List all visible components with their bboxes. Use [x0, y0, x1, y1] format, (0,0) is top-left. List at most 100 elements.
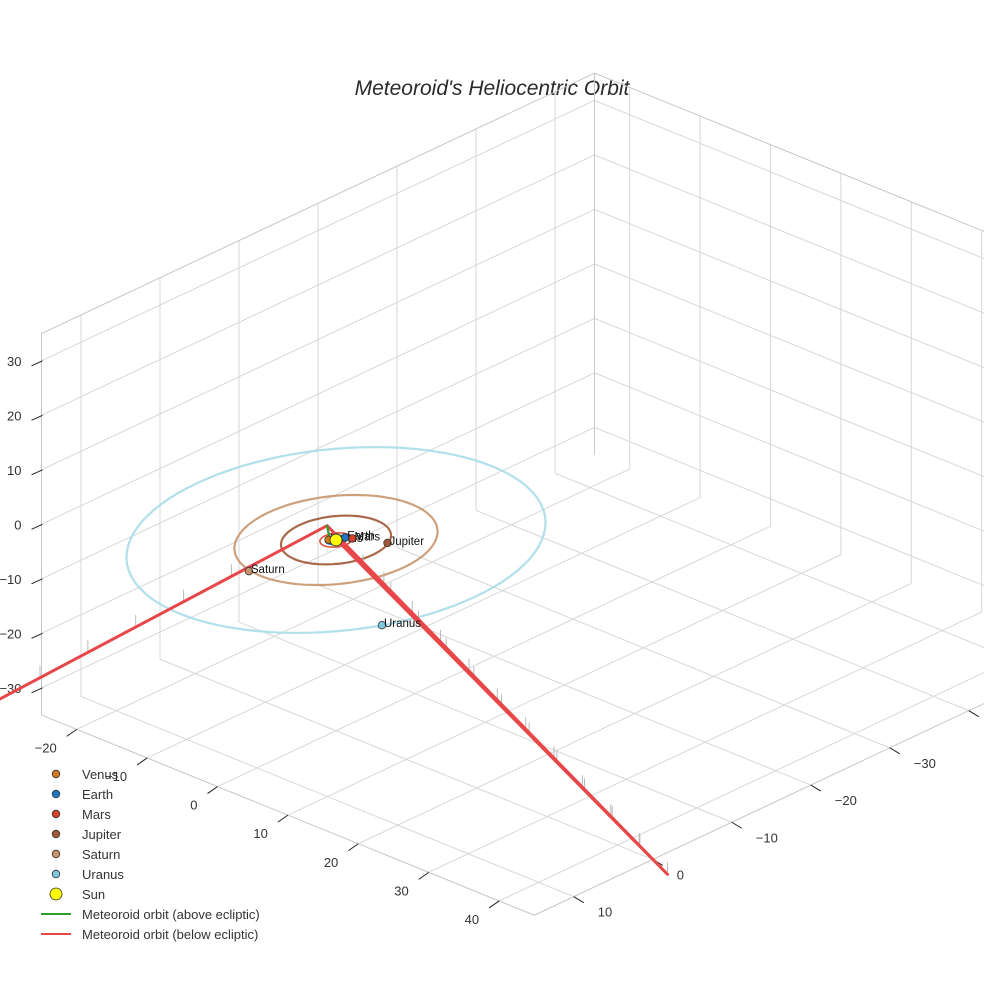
z-tick-label: 10: [7, 463, 21, 478]
planet-marker-uranus[interactable]: [377, 620, 387, 630]
planet-marker-saturn[interactable]: [244, 566, 254, 576]
z-tick-label: 30: [7, 354, 21, 369]
legend-item-meteoroid-orbit-below-ecliptic[interactable]: Meteoroid orbit (below ecliptic): [41, 927, 258, 942]
grid-line: [428, 611, 982, 873]
z-tick-mark: [31, 687, 43, 694]
grid-line: [76, 468, 630, 730]
legend-label: Uranus: [82, 867, 124, 882]
x-tick-mark: [418, 871, 429, 880]
x-tick-label: 30: [394, 883, 408, 898]
grid-line: [594, 208, 984, 369]
x-tick-mark: [488, 900, 500, 909]
grid-line: [594, 426, 984, 587]
legend-marker-swatch: [49, 887, 63, 901]
box-edge: [41, 72, 595, 335]
y-tick-mark: [573, 896, 585, 904]
z-tick-mark: [31, 469, 43, 476]
legend-item-meteoroid-orbit-above-ecliptic[interactable]: Meteoroid orbit (above ecliptic): [41, 907, 260, 922]
y-tick-label: −20: [835, 793, 857, 808]
legend-marker-swatch: [51, 809, 61, 819]
grid-line: [358, 582, 912, 845]
legend-item-mars[interactable]: Mars: [51, 807, 111, 822]
x-tick-label: −20: [35, 740, 57, 755]
x-tick-mark: [277, 814, 289, 823]
grid-line: [41, 154, 595, 416]
meteoroid-orbit-line: [0, 524, 669, 876]
y-tick-mark: [810, 784, 822, 792]
legend-label: Meteoroid orbit (above ecliptic): [82, 907, 260, 922]
legend-item-uranus[interactable]: Uranus: [51, 867, 124, 882]
legend-item-saturn[interactable]: Saturn: [51, 847, 120, 862]
box-edge: [534, 702, 984, 916]
grid-line: [41, 263, 595, 525]
legend-item-jupiter[interactable]: Jupiter: [51, 827, 122, 842]
z-tick-mark: [31, 632, 43, 639]
z-tick-mark: [31, 578, 43, 585]
x-tick-mark: [136, 757, 148, 766]
planet-label-uranus: Uranus: [384, 618, 421, 630]
y-tick-label: −10: [756, 830, 778, 845]
legend: Venus Earth Mars Jupiter Saturn Uranus Sun Mete…: [41, 767, 260, 942]
grid-line: [498, 672, 984, 902]
legend-label: Sun: [82, 887, 105, 902]
planet-orbit: [279, 514, 393, 566]
planet-label-jupiter: Jupiter: [390, 536, 425, 548]
axis-ticks-layer: 30 20 10 0 −10 −20 −30 −20 −10 0 10 20 30 40 10 0 −10 −20…: [0, 354, 980, 927]
y-tick-mark: [889, 747, 901, 755]
y-tick-label: 0: [677, 867, 684, 882]
z-tick-label: 0: [14, 517, 21, 532]
z-tick-label: 20: [7, 408, 21, 423]
grid-line: [594, 99, 984, 260]
legend-label: Venus: [82, 767, 119, 782]
legend-item-earth[interactable]: Earth: [51, 787, 113, 802]
planet-marker-jupiter[interactable]: [383, 538, 392, 548]
legend-label: Jupiter: [82, 827, 122, 842]
x-tick-mark: [207, 786, 218, 794]
grid-line: [41, 208, 595, 471]
y-tick-label: 10: [598, 905, 612, 920]
z-tick-label: −20: [0, 626, 22, 641]
legend-label: Earth: [82, 787, 113, 802]
legend-marker-swatch: [51, 849, 61, 859]
meteoroid-trajectory-layer: [0, 524, 669, 876]
x-tick-label: 0: [190, 798, 197, 813]
z-tick-mark: [31, 523, 43, 530]
z-tick-label: −10: [0, 572, 22, 587]
y-tick-mark: [731, 821, 743, 829]
grid-line: [594, 154, 984, 314]
grid-line: [594, 317, 984, 478]
legend-marker-swatch: [51, 769, 61, 779]
planet-label-mars: Mars: [355, 531, 381, 543]
z-tick-mark: [31, 414, 43, 421]
grid-layer: [41, 72, 984, 916]
x-tick-mark: [348, 843, 359, 852]
x-tick-label: 20: [324, 855, 338, 870]
grid-line: [594, 372, 984, 532]
legend-item-venus[interactable]: Venus: [51, 767, 119, 782]
y-tick-label: −30: [914, 756, 936, 771]
x-tick-label: 10: [253, 826, 267, 841]
legend-label: Meteoroid orbit (below ecliptic): [82, 927, 258, 942]
legend-marker-swatch: [51, 829, 61, 839]
y-tick-mark: [968, 710, 980, 718]
planet-label-saturn: Saturn: [251, 564, 285, 576]
x-tick-label: 40: [465, 912, 479, 927]
grid-line: [41, 317, 595, 580]
legend-marker-swatch: [51, 869, 61, 879]
x-tick-label: −10: [105, 769, 127, 784]
grid-line: [41, 99, 595, 362]
grid-line: [41, 372, 595, 634]
sun-marker[interactable]: [329, 533, 343, 547]
legend-label: Saturn: [82, 847, 120, 862]
z-tick-mark: [31, 360, 43, 367]
planet-orbit: [125, 445, 547, 635]
legend-item-sun[interactable]: Sun: [49, 887, 105, 902]
planet-marker-mars[interactable]: [348, 534, 357, 543]
grid-line: [554, 472, 984, 649]
planet-orbit: [233, 493, 439, 587]
chart-title: Meteoroid's Heliocentric Orbit: [355, 77, 631, 100]
legend-label: Mars: [82, 807, 111, 822]
